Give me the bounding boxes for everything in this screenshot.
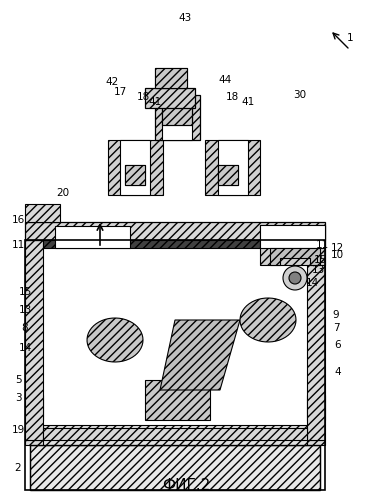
Polygon shape [205, 140, 260, 195]
Text: 14: 14 [18, 343, 32, 353]
Polygon shape [270, 248, 320, 265]
Text: 11: 11 [316, 240, 329, 250]
Text: 2: 2 [15, 463, 21, 473]
Bar [162, 95, 192, 140]
Text: 19: 19 [11, 425, 25, 435]
Text: 41: 41 [148, 97, 162, 107]
Text: 30: 30 [294, 90, 307, 100]
Polygon shape [25, 240, 43, 440]
Polygon shape [43, 425, 307, 445]
Text: 9: 9 [333, 310, 339, 320]
Text: 14: 14 [305, 278, 319, 288]
Polygon shape [160, 320, 240, 390]
Polygon shape [25, 395, 43, 420]
Bar [260, 225, 325, 248]
Bar [55, 226, 130, 248]
Text: 11: 11 [11, 240, 25, 250]
Polygon shape [125, 165, 145, 185]
Text: 13: 13 [311, 265, 325, 275]
Text: 13: 13 [18, 305, 32, 315]
Text: 18: 18 [137, 92, 150, 102]
Circle shape [289, 272, 301, 284]
Text: 20: 20 [56, 188, 69, 198]
Text: 7: 7 [333, 323, 339, 333]
Text: 16: 16 [11, 215, 25, 225]
Text: ФИГ.2: ФИГ.2 [162, 478, 210, 493]
Polygon shape [218, 165, 238, 185]
Text: 3: 3 [15, 393, 21, 403]
Polygon shape [162, 105, 192, 125]
Bar [218, 165, 238, 185]
Bar [177, 355, 189, 380]
Polygon shape [30, 445, 320, 490]
Polygon shape [155, 95, 200, 140]
Text: 6: 6 [335, 340, 341, 350]
Circle shape [283, 266, 307, 290]
Bar [25, 240, 325, 490]
Bar [30, 445, 320, 490]
Polygon shape [145, 88, 195, 108]
Text: 5: 5 [15, 375, 21, 385]
Polygon shape [25, 204, 60, 222]
Bar [43, 243, 307, 428]
Bar [120, 140, 150, 195]
Polygon shape [43, 428, 307, 440]
Text: 1: 1 [347, 33, 353, 43]
Polygon shape [155, 68, 187, 88]
Text: 43: 43 [178, 13, 192, 23]
Polygon shape [25, 222, 325, 240]
Text: 15: 15 [313, 255, 327, 265]
Polygon shape [307, 395, 325, 420]
Text: 44: 44 [218, 75, 232, 85]
Text: 18: 18 [225, 92, 239, 102]
Text: 8: 8 [22, 323, 28, 333]
Polygon shape [108, 140, 163, 195]
Bar [125, 165, 145, 185]
Text: 42: 42 [106, 77, 119, 87]
Polygon shape [25, 440, 325, 445]
Bar [155, 68, 187, 88]
Polygon shape [240, 298, 296, 342]
Text: 41: 41 [241, 97, 255, 107]
Polygon shape [145, 380, 210, 420]
Polygon shape [307, 240, 325, 440]
Text: 17: 17 [113, 87, 126, 97]
Text: 4: 4 [335, 367, 341, 377]
Text: 10: 10 [330, 250, 344, 260]
Polygon shape [87, 318, 143, 362]
Text: 15: 15 [18, 287, 32, 297]
Bar [218, 140, 248, 195]
Text: 12: 12 [330, 243, 344, 253]
Bar [162, 105, 192, 125]
Polygon shape [260, 225, 325, 265]
Polygon shape [43, 240, 307, 248]
